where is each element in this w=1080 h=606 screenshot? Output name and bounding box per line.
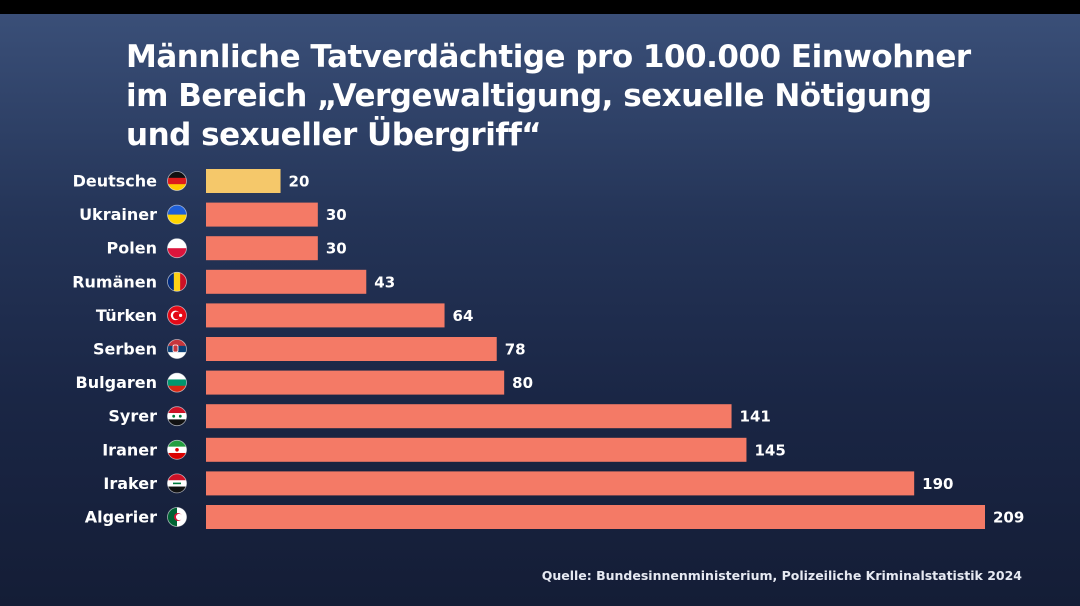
poland-flag-icon — [167, 238, 187, 259]
iran-flag-icon — [167, 439, 187, 460]
bar — [206, 471, 915, 496]
category-label: Algerier — [85, 508, 157, 527]
bar-row: Iraner 145 — [102, 437, 786, 462]
bar — [206, 236, 318, 261]
category-label: Serben — [93, 340, 157, 359]
category-label: Bulgaren — [76, 373, 157, 392]
bar — [206, 269, 367, 294]
value-label: 64 — [453, 307, 474, 325]
category-label: Polen — [107, 239, 157, 258]
bar-row: Serben 78 — [93, 337, 526, 361]
chart-title: Männliche Tatverdächtige pro 100.000 Ein… — [126, 38, 1026, 155]
bar — [206, 337, 497, 361]
bar-row: Türken 64 — [96, 303, 474, 328]
title-line-2: im Bereich „Vergewaltigung, sexuelle Nöt… — [126, 78, 932, 114]
category-label: Syrer — [108, 407, 157, 426]
category-label: Iraker — [103, 474, 157, 493]
title-line-1: Männliche Tatverdächtige pro 100.000 Ein… — [126, 39, 971, 75]
category-label: Iraner — [102, 440, 157, 459]
bar — [206, 370, 505, 395]
syria-flag-icon — [167, 406, 187, 427]
bar-row: Polen 30 — [107, 236, 347, 261]
bar — [206, 303, 445, 328]
category-label: Türken — [96, 306, 157, 325]
value-label: 209 — [993, 509, 1024, 527]
bar — [206, 437, 747, 462]
serbia-flag-icon — [167, 339, 187, 359]
value-label: 78 — [505, 341, 526, 359]
value-label: 80 — [512, 374, 533, 392]
value-label: 145 — [754, 441, 785, 459]
turkey-flag-icon — [167, 305, 187, 326]
bar — [206, 404, 732, 429]
top-black-bar — [0, 0, 1080, 14]
bar-row: Deutsche 20 — [73, 169, 310, 193]
source-note: Quelle: Bundesinnenministerium, Polizeil… — [541, 568, 1022, 583]
bar — [206, 202, 318, 227]
bar-row: Algerier 209 — [85, 505, 1024, 529]
value-label: 30 — [326, 206, 347, 224]
category-label: Deutsche — [73, 172, 158, 191]
category-label: Ukrainer — [79, 205, 157, 224]
value-label: 30 — [326, 240, 347, 258]
bar-row: Bulgaren 80 — [76, 370, 533, 395]
bar — [206, 169, 281, 193]
title-line-3: und sexueller Übergriff“ — [126, 117, 542, 153]
bar-row: Syrer 141 — [108, 404, 771, 429]
romania-flag-icon — [167, 271, 187, 292]
bulgaria-flag-icon — [167, 372, 187, 393]
bar-row: Ukrainer 30 — [79, 202, 347, 227]
value-label: 20 — [289, 173, 310, 191]
category-label: Rumänen — [72, 272, 157, 291]
value-label: 190 — [922, 475, 953, 493]
value-label: 43 — [374, 273, 395, 291]
germany-flag-icon — [167, 171, 187, 191]
iraq-flag-icon — [167, 473, 187, 494]
algeria-flag-icon — [167, 507, 187, 527]
bar — [206, 505, 985, 529]
bar-row: Iraker 190 — [103, 471, 953, 496]
bar-row: Rumänen 43 — [72, 269, 395, 294]
value-label: 141 — [740, 408, 771, 426]
ukraine-flag-icon — [167, 204, 187, 225]
